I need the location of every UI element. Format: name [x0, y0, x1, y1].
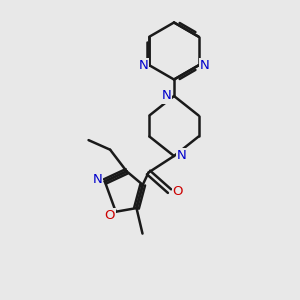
Text: O: O — [105, 209, 115, 222]
Text: N: N — [200, 59, 210, 72]
Text: N: N — [138, 59, 148, 72]
Text: N: N — [177, 149, 186, 163]
Text: O: O — [173, 184, 183, 198]
Text: N: N — [92, 173, 102, 187]
Text: N: N — [162, 89, 171, 103]
